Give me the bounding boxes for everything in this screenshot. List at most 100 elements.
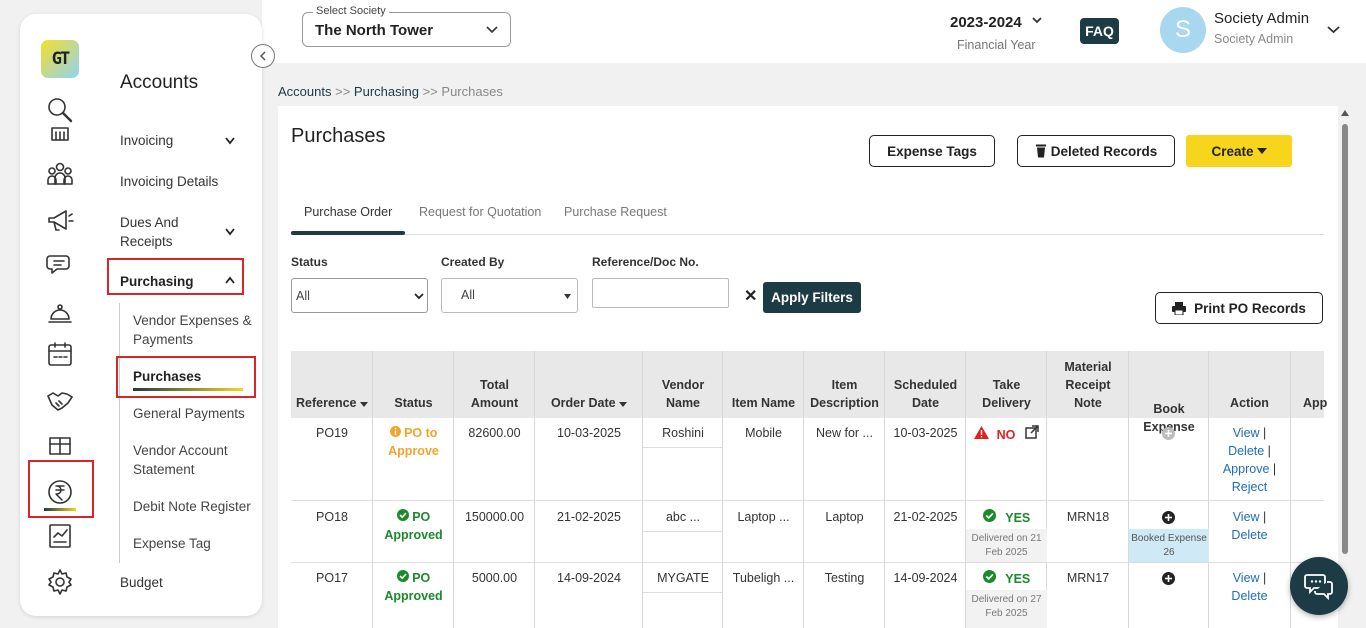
calendar-icon[interactable] [44, 338, 76, 370]
user-name: Society Admin [1214, 10, 1310, 27]
check-circle-icon [396, 570, 409, 582]
check-circle-icon [396, 509, 409, 521]
column-header-reference[interactable]: Reference [291, 394, 373, 619]
status-filter-select[interactable]: All [291, 278, 428, 313]
sidebar: GT [20, 14, 262, 616]
deleted-records-label: Deleted Records [1050, 143, 1158, 159]
rupee-icon[interactable] [44, 476, 76, 508]
apply-filters-button[interactable]: Apply Filters [763, 282, 861, 313]
breadcrumb-accounts[interactable]: Accounts [278, 84, 332, 99]
user-menu-chevron-icon[interactable] [1327, 25, 1340, 35]
create-label: Create [1211, 143, 1254, 159]
delete-link[interactable]: Delete [1231, 589, 1268, 603]
tab-purchase-order[interactable]: Purchase Order [304, 205, 393, 219]
sidebar-item-debit-note-register[interactable]: Debit Note Register [133, 499, 251, 514]
reference-filter-input[interactable] [592, 278, 729, 308]
clear-filters-icon[interactable]: ✕ [744, 288, 758, 305]
chevron-up-icon[interactable] [225, 276, 235, 286]
tab-request-for-quotation[interactable]: Request for Quotation [419, 205, 542, 219]
cell-mrn[interactable]: MRN18 [1066, 510, 1110, 524]
table-header [291, 351, 1324, 418]
column-header-item-description: Item Description [810, 378, 879, 410]
chevron-down-icon [1032, 17, 1042, 24]
sidebar-item-expense-tag[interactable]: Expense Tag [133, 536, 211, 551]
column-header-book-expense: Book Expense [1143, 402, 1195, 434]
print-po-records-button[interactable]: Print PO Records [1155, 292, 1323, 324]
external-link-icon[interactable] [1025, 425, 1039, 439]
column-header-order-date[interactable]: Order Date [535, 394, 643, 619]
book-expense-add-icon[interactable] [1162, 572, 1175, 585]
cell-total-amount: 82600.00 [468, 426, 521, 440]
tab-purchase-request[interactable]: Purchase Request [564, 205, 667, 219]
created-by-filter-select[interactable]: All [441, 278, 578, 313]
service-bell-icon[interactable] [44, 296, 76, 328]
community-icon[interactable] [44, 158, 76, 190]
faq-button[interactable]: FAQ [1080, 18, 1119, 44]
book-expense-add-icon[interactable] [1162, 427, 1175, 440]
cell-vendor-name: Roshini [662, 426, 704, 440]
megaphone-icon[interactable] [44, 204, 76, 236]
deleted-records-button[interactable]: Deleted Records [1017, 135, 1175, 167]
chat-bubbles-icon [1304, 574, 1333, 600]
create-button[interactable]: Create [1186, 135, 1292, 167]
sidebar-item-purchasing[interactable]: Purchasing [120, 274, 194, 289]
column-header-vendor-name: Vendor Name [661, 378, 705, 410]
sidebar-item-purchases[interactable]: Purchases [133, 369, 202, 384]
cell-mrn[interactable]: MRN17 [1066, 571, 1110, 585]
chat-support-button[interactable] [1290, 557, 1348, 615]
cell-item-name: Mobile [745, 426, 782, 440]
chevron-down-icon[interactable] [225, 136, 235, 146]
chat-bubbles-icon[interactable] [44, 248, 76, 280]
sidebar-item-invoicing-details[interactable]: Invoicing Details [120, 174, 219, 189]
expense-tags-button[interactable]: Expense Tags [869, 135, 995, 167]
delete-link[interactable]: Delete [1231, 528, 1268, 542]
breadcrumb-current: Purchases [441, 84, 503, 99]
active-indicator [44, 508, 76, 511]
financial-year-select[interactable]: 2023-2024 [950, 14, 1042, 31]
page-scrollbar[interactable] [1340, 108, 1350, 628]
cell-scheduled-date: 14-09-2024 [893, 571, 958, 585]
avatar[interactable]: S [1160, 7, 1206, 53]
settings-gear-icon[interactable] [44, 566, 76, 598]
view-link[interactable]: View [1232, 510, 1260, 524]
report-chart-icon[interactable] [44, 520, 76, 552]
reject-link[interactable]: Reject [1231, 480, 1268, 494]
sidebar-collapse-button[interactable] [251, 44, 275, 68]
info-icon [389, 426, 401, 437]
sidebar-item-label: Payments [133, 332, 194, 347]
chevron-down-icon[interactable] [225, 227, 235, 237]
sidebar-item-general-payments[interactable]: General Payments [133, 406, 245, 421]
chevron-down-icon [414, 293, 424, 300]
sidebar-item-vendor-expenses[interactable]: Vendor Expenses & Payments [133, 311, 252, 349]
approve-link[interactable]: Approve [1222, 462, 1270, 476]
created-by-filter-label: Created By [441, 255, 505, 269]
search-icon[interactable] [44, 94, 76, 126]
warning-icon [974, 426, 990, 439]
cell-order-date: 10-03-2025 [557, 426, 621, 440]
cell-reference: PO18 [316, 510, 348, 524]
breadcrumb: Accounts >> Purchasing >> Purchases [278, 84, 503, 99]
delete-link[interactable]: Delete [1228, 444, 1265, 458]
cell-item-description: Laptop [825, 510, 864, 524]
scroll-up-icon[interactable] [1341, 110, 1349, 116]
building-icon[interactable] [44, 126, 76, 142]
created-by-filter-value: All [461, 288, 475, 302]
view-link[interactable]: View [1232, 571, 1260, 585]
society-select[interactable]: Select Society The North Tower [302, 5, 511, 47]
app-logo[interactable]: GT [41, 40, 79, 78]
breadcrumb-separator: >> [335, 84, 351, 99]
column-header-action: Action [1230, 396, 1269, 410]
breadcrumb-purchasing[interactable]: Purchasing [353, 84, 419, 99]
sidebar-item-dues-and-receipts[interactable]: Dues And Receipts [120, 213, 179, 251]
gift-box-icon[interactable] [44, 428, 76, 460]
cell-total-amount: 5000.00 [471, 571, 518, 585]
sidebar-item-vendor-account-statement[interactable]: Vendor Account Statement [133, 441, 228, 479]
sidebar-item-invoicing[interactable]: Invoicing [120, 133, 174, 148]
book-expense-add-icon[interactable] [1162, 511, 1175, 524]
column-header-item-name: Item Name [731, 396, 796, 410]
view-link[interactable]: View [1232, 426, 1260, 440]
scrollbar-thumb[interactable] [1342, 124, 1348, 554]
handshake-icon[interactable] [44, 384, 76, 416]
delivered-on-note: Delivered on 21 Feb 2025 [966, 529, 1047, 562]
sidebar-item-budget[interactable]: Budget [120, 575, 163, 590]
